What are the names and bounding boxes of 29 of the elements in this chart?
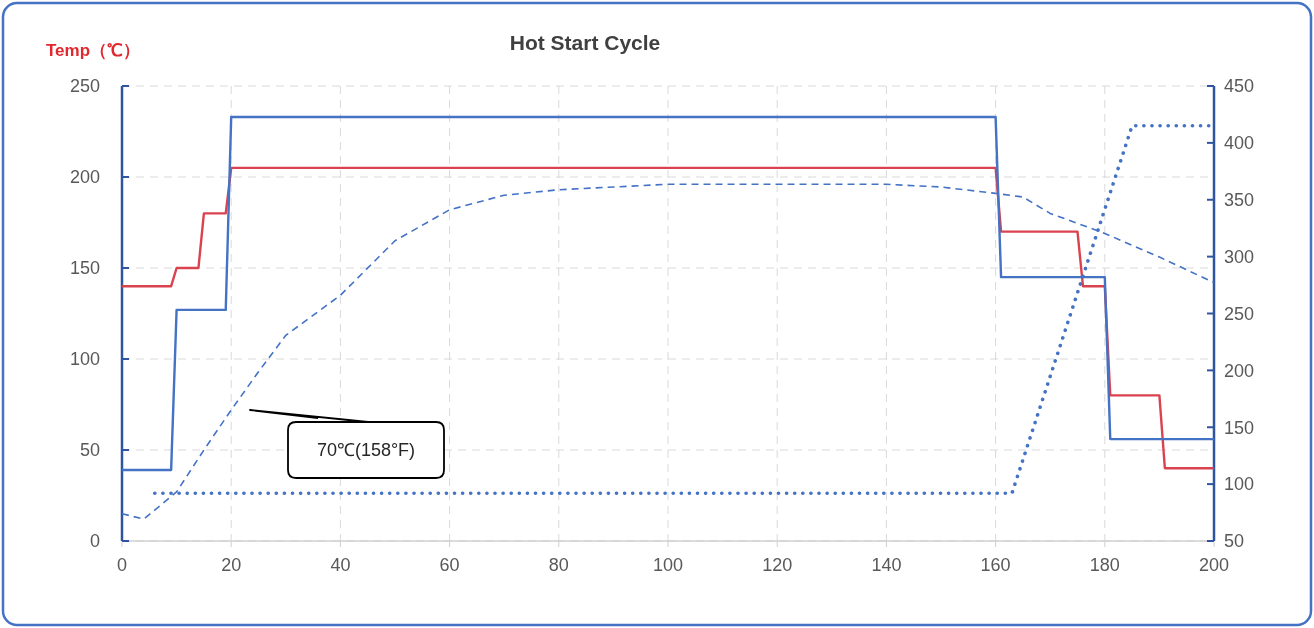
x-tick-label: 80 <box>548 555 569 575</box>
y-axis-title: Temp（℃） <box>46 41 141 60</box>
y2-tick-label: 450 <box>1224 76 1255 97</box>
y-tick-label: 250 <box>69 76 100 97</box>
y2-tick-label: 150 <box>1224 417 1255 438</box>
x-tick-label: 40 <box>330 555 351 575</box>
y2-tick-label: 50 <box>1224 531 1245 552</box>
y-tick-label: 150 <box>69 258 100 279</box>
x-tick-label: 0 <box>116 555 128 575</box>
x-tick-label: 120 <box>762 555 793 575</box>
y-tick-label: 100 <box>69 349 100 370</box>
y-tick-label: 0 <box>89 531 100 552</box>
y-tick-label: 50 <box>79 440 100 461</box>
x-tick-label: 180 <box>1089 555 1120 575</box>
y2-tick-label: 400 <box>1224 133 1255 154</box>
x-tick-label: 20 <box>221 555 242 575</box>
x-tick-label: 60 <box>439 555 460 575</box>
y2-tick-label: 200 <box>1224 360 1255 381</box>
x-tick-label: 140 <box>871 555 902 575</box>
y2-tick-label: 300 <box>1224 246 1255 267</box>
x-tick-label: 200 <box>1198 555 1230 575</box>
x-tick-label: 100 <box>652 555 684 575</box>
y-tick-label: 200 <box>69 167 100 188</box>
y2-tick-label: 100 <box>1224 474 1255 495</box>
chart-title: Hot Start Cycle <box>509 31 661 54</box>
annotation: 70℃(158°F) <box>316 440 416 461</box>
x-tick-label: 160 <box>980 555 1011 575</box>
y2-tick-label: 350 <box>1224 190 1255 211</box>
y2-tick-label: 250 <box>1224 303 1255 324</box>
